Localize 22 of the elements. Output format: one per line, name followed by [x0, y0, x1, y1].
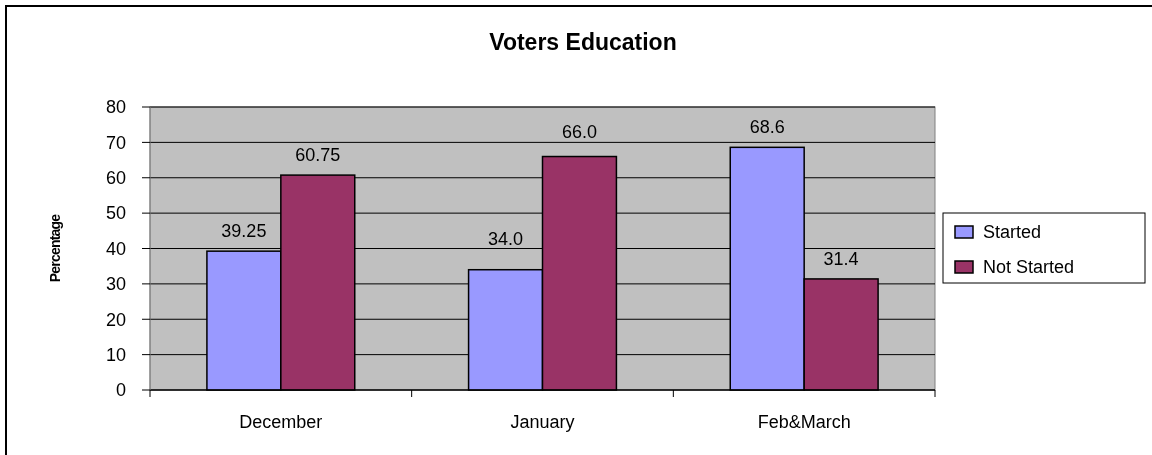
data-label: 66.0: [561, 122, 597, 143]
x-tick-label: December: [239, 412, 323, 432]
data-label: 31.4: [823, 248, 859, 269]
x-tick-label: January: [510, 412, 575, 432]
y-tick-label: 30: [105, 274, 126, 295]
y-tick-label: 80: [105, 97, 126, 118]
y-tick-label: 50: [105, 203, 126, 224]
y-tick-label: 10: [105, 344, 126, 365]
y-tick-label: 20: [105, 309, 126, 330]
legend-label: Not Started: [983, 257, 1075, 278]
y-tick-label: 60: [105, 168, 126, 189]
legend-label: Started: [983, 222, 1042, 243]
y-axis-title: Percentage: [47, 213, 63, 283]
data-label: 60.75: [295, 145, 341, 166]
y-tick-label: 70: [105, 132, 126, 153]
data-label: 68.6: [749, 117, 785, 138]
data-label: 34.0: [488, 228, 524, 249]
chart-title: Voters Education: [489, 29, 677, 55]
y-tick-label: 0: [115, 380, 126, 401]
data-label: 39.25: [221, 221, 267, 242]
x-tick-label: Feb&March: [757, 412, 851, 432]
y-tick-label: 40: [105, 238, 126, 259]
